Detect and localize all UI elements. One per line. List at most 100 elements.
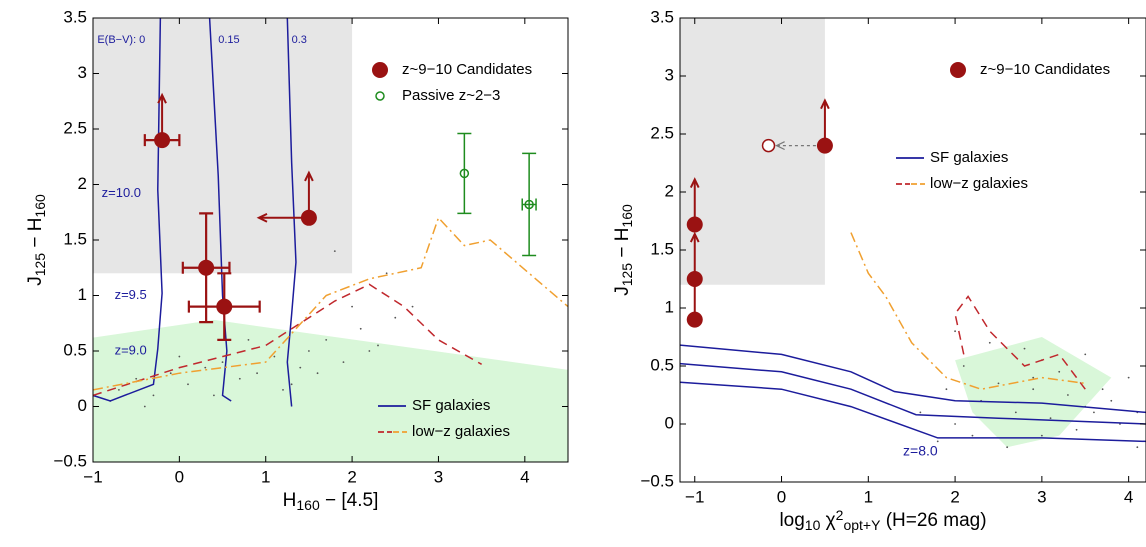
legend-entry: z~9−10 Candidates — [372, 61, 532, 78]
field-point — [1110, 399, 1113, 402]
field-point — [178, 355, 181, 358]
field-point — [143, 405, 146, 408]
legend-entry: low−z galaxies — [896, 175, 1028, 192]
field-point — [1040, 434, 1043, 437]
field-point — [351, 305, 353, 308]
field-point — [204, 366, 207, 369]
field-point — [1058, 370, 1061, 373]
field-point — [1101, 388, 1104, 391]
arrow-head — [775, 141, 785, 151]
y-tick-label: 3 — [665, 65, 674, 84]
y-tick-label: −0.5 — [640, 471, 674, 490]
point — [300, 209, 317, 226]
x-tick-label: 1 — [261, 467, 270, 486]
x-tick-label: 4 — [520, 467, 529, 486]
field-point — [256, 372, 258, 375]
track-line — [286, 18, 297, 407]
y-tick-label: −0.5 — [53, 451, 87, 470]
limit-arrow — [775, 141, 816, 151]
y-tick-label: 0.5 — [63, 340, 87, 359]
field-point — [962, 365, 965, 367]
track-line — [93, 18, 163, 402]
legend-entry: low−z galaxies — [378, 423, 510, 440]
ylabel: J125 − H160 — [25, 194, 48, 286]
field-point — [971, 434, 974, 437]
label-part: 2 — [836, 507, 844, 523]
legend-label: z~9−10 Candidates — [980, 61, 1110, 78]
label-part: − [4.5] — [320, 490, 379, 511]
field-point — [118, 388, 120, 391]
annotation: 0.3 — [292, 34, 307, 46]
arrow-head — [689, 272, 700, 284]
field-point — [411, 305, 414, 308]
legend-label: low−z galaxies — [930, 175, 1028, 192]
x-tick-label: 0 — [777, 487, 786, 506]
field-point — [394, 316, 397, 319]
label-part: opt+Y — [843, 517, 881, 533]
field-point — [954, 330, 956, 333]
arrow-head — [689, 177, 700, 189]
field-point — [919, 411, 922, 414]
field-point — [273, 355, 276, 358]
field-point — [325, 339, 328, 341]
legend-label: Passive z~2−3 — [402, 87, 500, 104]
field-point — [936, 440, 939, 443]
label-part: 160 — [619, 204, 635, 228]
shaded-region — [93, 319, 568, 462]
label-part: 125 — [619, 263, 635, 287]
point — [686, 311, 703, 328]
label-part: H — [283, 490, 297, 511]
field-point — [368, 350, 371, 352]
label-part: 125 — [32, 253, 48, 277]
field-point — [1127, 376, 1130, 379]
x-tick-label: 0 — [175, 467, 184, 486]
arrow-head — [304, 170, 314, 182]
y-error-bar — [522, 152, 537, 257]
field-point — [187, 383, 189, 386]
label-part: χ — [820, 510, 835, 531]
y-tick-label: 1 — [78, 285, 87, 304]
annotation: E(B−V): 0 — [97, 34, 145, 46]
y-tick-label: 0.5 — [650, 355, 674, 374]
field-point — [299, 366, 302, 369]
ylabel: J125 − H160 — [612, 204, 635, 296]
shaded-region — [680, 18, 825, 285]
field-point — [135, 377, 138, 380]
point — [459, 168, 470, 179]
track-line — [93, 283, 483, 397]
field-point — [385, 272, 388, 275]
y-tick-label: 1.5 — [650, 239, 674, 258]
field-point — [333, 250, 336, 253]
field-point — [1093, 411, 1095, 414]
label-part: 160 — [296, 497, 320, 513]
field-point — [238, 377, 241, 380]
track-line — [680, 362, 1146, 425]
xlabel: log10 χ2opt+Y (H=26 mag) — [779, 507, 986, 533]
arrow-head — [256, 212, 268, 223]
y-tick-label: 2.5 — [650, 123, 674, 142]
y-tick-label: 2.5 — [63, 118, 87, 137]
field-point — [1075, 428, 1078, 431]
label-part: (H=26 mag) — [880, 510, 986, 531]
field-point — [1049, 417, 1052, 420]
x-tick-label: 2 — [347, 467, 356, 486]
x-tick-label: −1 — [83, 467, 102, 486]
x-tick-label: 2 — [950, 487, 959, 506]
field-point — [1023, 347, 1026, 350]
field-point — [290, 383, 293, 386]
field-point — [213, 394, 215, 397]
x-tick-label: 3 — [434, 467, 443, 486]
x-tick-label: 3 — [1037, 487, 1046, 506]
y-tick-label: 3 — [78, 63, 87, 82]
legend-label: low−z galaxies — [412, 423, 510, 440]
legend-entry: Passive z~2−3 — [375, 87, 500, 104]
legend-symbol — [950, 62, 966, 78]
y-tick-label: 2 — [665, 181, 674, 200]
plot-area — [680, 18, 1146, 449]
field-point — [1032, 388, 1035, 391]
field-point — [954, 423, 956, 425]
point — [154, 132, 171, 149]
y-tick-label: 0 — [78, 396, 87, 415]
label-part: 10 — [805, 517, 821, 533]
